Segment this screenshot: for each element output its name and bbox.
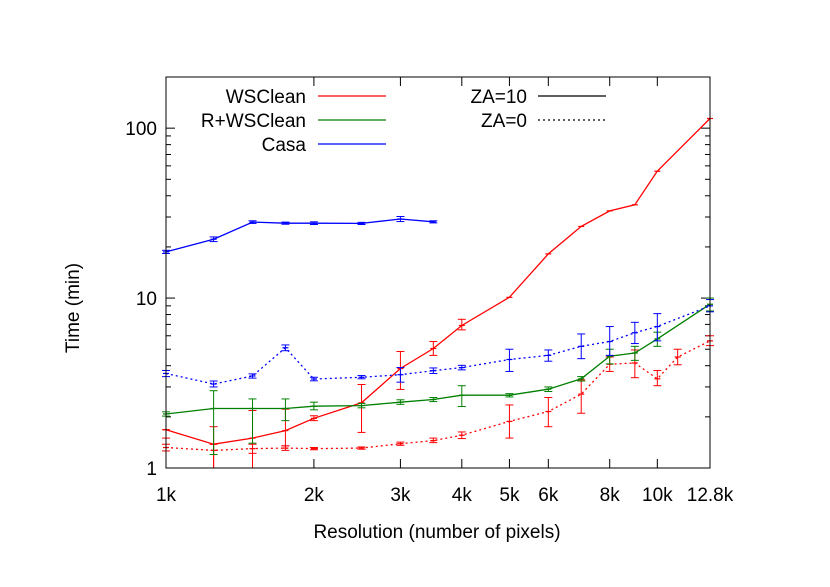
series-wsclean-za0: [162, 335, 714, 469]
series-casa-za10: [162, 216, 438, 254]
series-line: [165, 303, 711, 415]
series-layer: [162, 117, 714, 469]
series-r-wsclean-za10: [162, 297, 714, 456]
x-tick-label: 12.8k: [687, 485, 734, 506]
x-tick-label: 3k: [390, 485, 411, 506]
x-tick-label: 10k: [642, 485, 673, 506]
series-casa-za0: [162, 299, 714, 388]
legend-label: ZA=0: [481, 111, 527, 132]
series-line: [165, 305, 711, 385]
ticks-layer: [165, 76, 711, 469]
legend-label: Casa: [262, 135, 307, 156]
y-axis-title: Time (min): [63, 263, 84, 353]
x-tick-label: 4k: [452, 485, 473, 506]
x-tick-label: 1k: [156, 485, 177, 506]
y-tick-label: 100: [125, 119, 157, 140]
legend-label: R+WSClean: [201, 111, 306, 132]
series-wsclean-za10: [162, 117, 713, 469]
y-tick-label: 10: [136, 289, 157, 310]
x-tick-label: 6k: [538, 485, 559, 506]
series-line: [165, 118, 711, 445]
tick-labels-layer: 1 10 100 1k 2k 3k 4k 5k 6k 8k 10k 12.8k: [125, 119, 733, 506]
series-line: [165, 340, 711, 452]
series-line: [165, 218, 434, 253]
y-tick-label: 1: [146, 459, 157, 480]
legend-label: ZA=10: [470, 87, 527, 108]
x-tick-label: 2k: [304, 485, 325, 506]
x-tick-label: 5k: [499, 485, 520, 506]
plot-frame: [165, 76, 711, 469]
legend: WSClean R+WSClean Casa ZA=10 ZA=0: [201, 87, 606, 156]
x-axis-title: Resolution (number of pixels): [313, 522, 560, 543]
legend-label: WSClean: [226, 87, 306, 108]
x-tick-label: 8k: [600, 485, 621, 506]
